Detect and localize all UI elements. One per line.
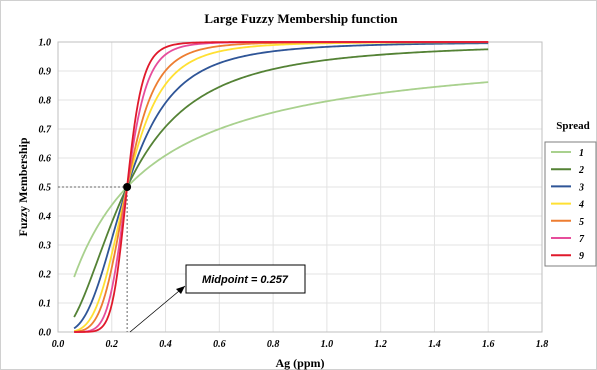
x-tick-label-0: 0.0 xyxy=(52,339,65,350)
legend-label-1: 1 xyxy=(579,148,584,159)
series-line-spread-1 xyxy=(73,81,489,278)
x-tick-label-2: 0.4 xyxy=(159,339,172,350)
annotation: Midpoint = 0.257 xyxy=(129,264,306,333)
x-tick-label-3: 0.6 xyxy=(213,339,226,350)
x-tick-label-1: 0.2 xyxy=(106,339,119,350)
y-tick-label-10: 1.0 xyxy=(39,38,52,49)
midpoint-guides xyxy=(58,186,128,332)
legend-label-3: 3 xyxy=(578,182,584,193)
y-tick-label-3: 0.3 xyxy=(39,241,52,252)
series-line-spread-3 xyxy=(73,42,489,330)
y-tick-label-5: 0.5 xyxy=(39,183,52,194)
x-tick-label-6: 1.2 xyxy=(374,339,387,350)
y-tick-label-4: 0.4 xyxy=(39,212,52,223)
x-axis-label: Ag (ppm) xyxy=(275,356,324,370)
y-tick-label-7: 0.7 xyxy=(39,125,53,136)
y-axis-label: Fuzzy Membership xyxy=(16,137,30,236)
x-tick-label-7: 1.4 xyxy=(428,339,441,350)
series-line-spread-9 xyxy=(74,41,489,333)
y-tick-label-9: 0.9 xyxy=(39,67,52,78)
y-tick-label-8: 0.8 xyxy=(39,96,52,107)
y-tick-label-6: 0.6 xyxy=(39,154,52,165)
legend-label-9: 9 xyxy=(579,251,584,262)
series-lines xyxy=(73,41,489,333)
x-tick-label-4: 0.8 xyxy=(267,339,280,350)
y-tick-label-2: 0.2 xyxy=(39,270,52,281)
legend: 1 2 3 4 5 7 9 xyxy=(551,148,585,262)
annotation-text: Midpoint = 0.257 xyxy=(202,274,289,286)
chart-title: Large Fuzzy Membership function xyxy=(204,11,398,26)
legend-label-5: 5 xyxy=(579,217,584,228)
y-tick-label-0: 0.0 xyxy=(39,328,52,339)
legend-label-7: 7 xyxy=(579,234,585,245)
legend-label-4: 4 xyxy=(578,200,584,211)
midpoint-marker xyxy=(123,183,132,191)
tick-labels: 0.0 0.2 0.4 0.6 0.8 1.0 1.2 1.4 1.6 1.8 0.0 0.1 0.2 0… xyxy=(39,38,549,351)
annotation-arrow-line xyxy=(129,285,186,333)
x-tick-label-9: 1.8 xyxy=(536,339,549,350)
legend-title: Spread xyxy=(556,120,589,132)
x-tick-label-5: 1.0 xyxy=(321,339,334,350)
annotation-box xyxy=(185,264,306,294)
legend-label-2: 2 xyxy=(578,165,584,176)
midpoint-marker-group xyxy=(123,183,132,191)
y-tick-label-1: 0.1 xyxy=(39,299,52,310)
x-tick-label-8: 1.6 xyxy=(482,339,495,350)
series-line-spread-2 xyxy=(73,48,489,318)
annotation-arrow-head xyxy=(176,286,185,294)
